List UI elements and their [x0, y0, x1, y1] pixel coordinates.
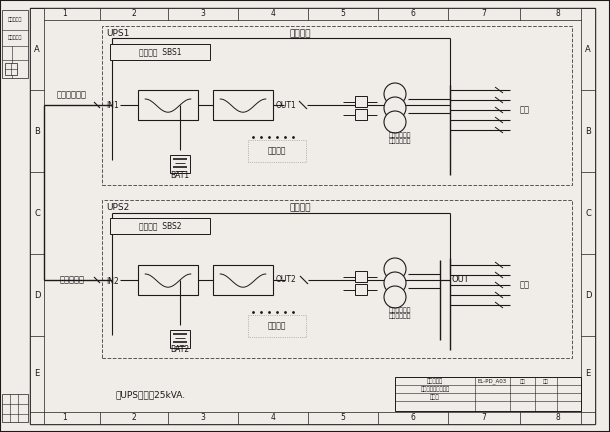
Text: 图号: 图号: [520, 378, 526, 384]
Text: BAT2: BAT2: [170, 346, 190, 355]
Text: 负载: 负载: [520, 105, 530, 114]
Bar: [2, 10, 28, 78]
Bar: [355, 96, 367, 107]
Text: 7: 7: [481, 413, 486, 422]
Bar: [102, 200, 572, 358]
Text: 本UPS容量为25kVA.: 本UPS容量为25kVA.: [115, 391, 185, 400]
Text: UPS1: UPS1: [106, 29, 129, 38]
Bar: [213, 265, 273, 295]
Bar: [110, 218, 210, 234]
Bar: [355, 109, 367, 120]
Text: 6: 6: [411, 10, 415, 19]
Text: 主输入电源: 主输入电源: [60, 276, 85, 285]
Text: 5: 5: [340, 10, 345, 19]
Bar: [110, 44, 210, 60]
Text: 3: 3: [201, 413, 206, 422]
Text: 负载: 负载: [520, 280, 530, 289]
Text: 2: 2: [132, 413, 137, 422]
Text: D: D: [585, 290, 591, 299]
Text: B: B: [34, 127, 40, 136]
Text: 带旁路屏蔽的: 带旁路屏蔽的: [389, 132, 411, 138]
Bar: [248, 315, 306, 337]
Text: D: D: [34, 290, 40, 299]
Bar: [248, 140, 306, 162]
Text: 三相变变压器: 三相变变压器: [389, 138, 411, 144]
Text: 远程报警: 远程报警: [268, 321, 286, 330]
Circle shape: [384, 286, 406, 308]
Text: 4: 4: [271, 10, 276, 19]
Text: 8: 8: [555, 10, 560, 19]
Text: 某污水处理厂系统图: 某污水处理厂系统图: [420, 386, 450, 392]
Text: E: E: [34, 369, 40, 378]
Circle shape: [384, 272, 406, 294]
Text: 远程报警: 远程报警: [268, 146, 286, 156]
Text: 3: 3: [201, 10, 206, 19]
Text: C: C: [585, 209, 591, 217]
Text: C: C: [34, 209, 40, 217]
Text: 比例: 比例: [543, 378, 549, 384]
Bar: [30, 412, 595, 424]
Bar: [30, 8, 44, 424]
Text: 系统图: 系统图: [430, 394, 440, 400]
Text: IN2: IN2: [106, 276, 119, 286]
Circle shape: [384, 111, 406, 133]
Text: UPS2: UPS2: [106, 203, 129, 212]
Text: E: E: [586, 369, 590, 378]
Text: A: A: [585, 44, 591, 54]
Text: 1: 1: [63, 10, 67, 19]
Text: 1: 1: [63, 413, 67, 422]
Bar: [395, 377, 581, 411]
Text: 6: 6: [411, 413, 415, 422]
Bar: [2, 394, 28, 422]
Circle shape: [384, 83, 406, 105]
Text: 静态旁路  SBS1: 静态旁路 SBS1: [138, 48, 181, 57]
Bar: [5, 63, 17, 75]
Text: 静态旁路  SBS2: 静态旁路 SBS2: [138, 222, 181, 231]
Text: 2: 2: [132, 10, 137, 19]
Text: IN1: IN1: [106, 102, 119, 111]
Text: 某大型污水: 某大型污水: [8, 18, 22, 22]
Bar: [170, 155, 190, 173]
Bar: [102, 26, 572, 185]
Text: 维修旁路: 维修旁路: [290, 29, 312, 38]
Text: 8: 8: [555, 413, 560, 422]
Text: 处理厂施工: 处理厂施工: [8, 35, 22, 41]
Circle shape: [384, 97, 406, 119]
Text: 电气设计图: 电气设计图: [427, 378, 443, 384]
Bar: [213, 90, 273, 120]
Bar: [170, 330, 190, 348]
Text: 4: 4: [271, 413, 276, 422]
Text: OUT1: OUT1: [276, 101, 296, 109]
Bar: [581, 8, 595, 424]
Bar: [355, 284, 367, 295]
Text: BAT1: BAT1: [170, 171, 190, 180]
Bar: [138, 265, 198, 295]
Text: OUT2: OUT2: [276, 276, 296, 285]
Text: OUT: OUT: [452, 276, 470, 285]
Bar: [30, 8, 595, 20]
Text: 三相变变压器: 三相变变压器: [389, 313, 411, 319]
Bar: [355, 271, 367, 282]
Text: 7: 7: [481, 10, 486, 19]
Text: EL-PD_A03: EL-PD_A03: [478, 378, 507, 384]
Text: 维修旁路: 维修旁路: [290, 203, 312, 213]
Text: B: B: [585, 127, 591, 136]
Circle shape: [384, 258, 406, 280]
Text: 旁路输入电源: 旁路输入电源: [57, 90, 87, 99]
Text: 带旁路屏蔽的: 带旁路屏蔽的: [389, 307, 411, 313]
Text: A: A: [34, 44, 40, 54]
Text: 5: 5: [340, 413, 345, 422]
Bar: [138, 90, 198, 120]
